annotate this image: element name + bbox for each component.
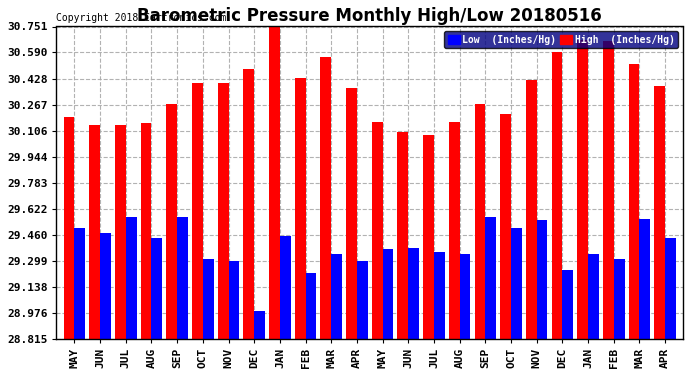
- Bar: [254, 310, 265, 339]
- Bar: [500, 114, 511, 339]
- Bar: [475, 104, 485, 339]
- Bar: [192, 83, 203, 339]
- Bar: [306, 273, 316, 339]
- Bar: [177, 217, 188, 339]
- Bar: [331, 254, 342, 339]
- Bar: [423, 135, 434, 339]
- Bar: [346, 88, 357, 339]
- Bar: [408, 248, 419, 339]
- Bar: [357, 261, 368, 339]
- Legend: Low  (Inches/Hg), High  (Inches/Hg): Low (Inches/Hg), High (Inches/Hg): [444, 32, 678, 48]
- Title: Barometric Pressure Monthly High/Low 20180516: Barometric Pressure Monthly High/Low 201…: [137, 7, 602, 25]
- Bar: [640, 219, 650, 339]
- Bar: [295, 78, 306, 339]
- Bar: [537, 220, 547, 339]
- Bar: [511, 228, 522, 339]
- Bar: [100, 233, 111, 339]
- Bar: [269, 27, 280, 339]
- Bar: [449, 122, 460, 339]
- Bar: [203, 259, 214, 339]
- Bar: [126, 217, 137, 339]
- Text: Copyright 2018 Cartronics.com: Copyright 2018 Cartronics.com: [57, 13, 227, 23]
- Bar: [244, 69, 254, 339]
- Bar: [228, 261, 239, 339]
- Bar: [320, 57, 331, 339]
- Bar: [75, 228, 86, 339]
- Bar: [562, 270, 573, 339]
- Bar: [551, 53, 562, 339]
- Bar: [613, 259, 624, 339]
- Bar: [578, 40, 588, 339]
- Bar: [382, 249, 393, 339]
- Bar: [89, 125, 100, 339]
- Bar: [397, 132, 408, 339]
- Bar: [485, 217, 496, 339]
- Bar: [526, 80, 537, 339]
- Bar: [218, 83, 228, 339]
- Bar: [115, 125, 126, 339]
- Bar: [280, 236, 290, 339]
- Bar: [166, 104, 177, 339]
- Bar: [629, 64, 640, 339]
- Bar: [460, 254, 471, 339]
- Bar: [63, 117, 75, 339]
- Bar: [588, 254, 599, 339]
- Bar: [434, 252, 445, 339]
- Bar: [665, 238, 676, 339]
- Bar: [141, 123, 152, 339]
- Bar: [372, 122, 382, 339]
- Bar: [152, 238, 162, 339]
- Bar: [654, 86, 665, 339]
- Bar: [603, 41, 613, 339]
